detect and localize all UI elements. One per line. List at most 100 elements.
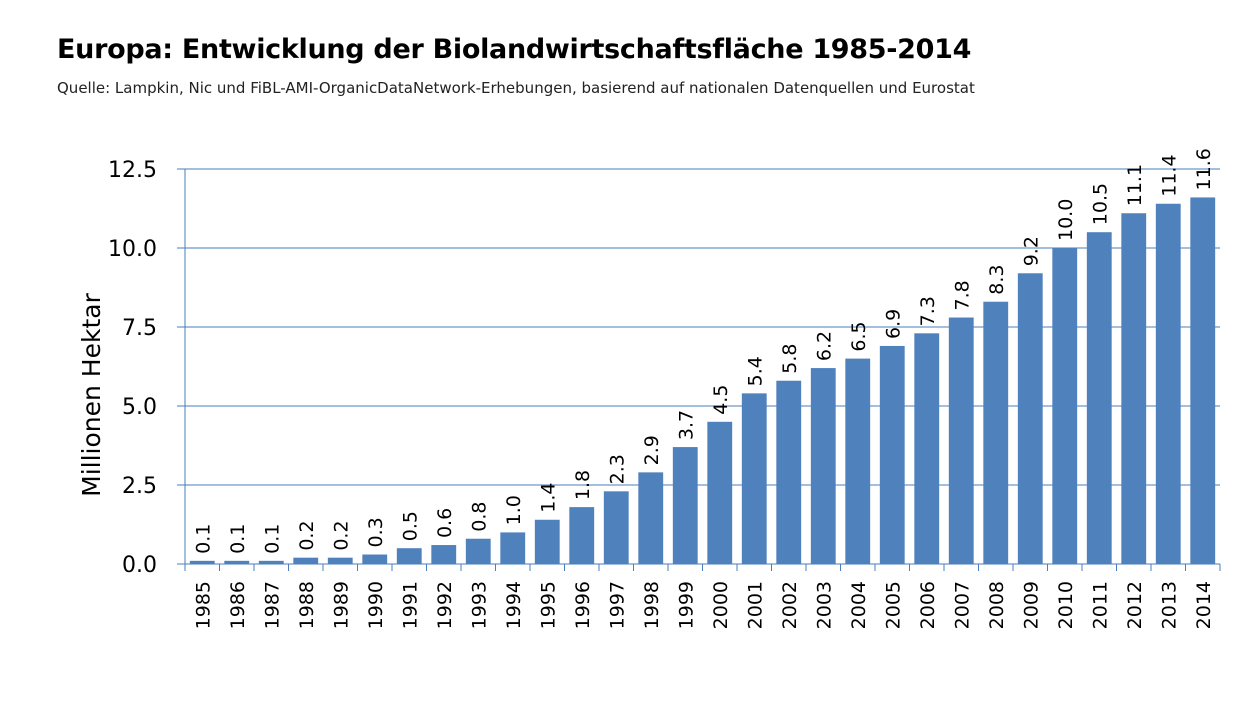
bar-2013 bbox=[1155, 203, 1181, 564]
data-label: 0.2 bbox=[296, 520, 318, 550]
data-label: 9.2 bbox=[1020, 236, 1042, 266]
bar-1989 bbox=[327, 557, 353, 564]
data-label: 10.0 bbox=[1055, 199, 1077, 241]
x-tick-label: 2002 bbox=[779, 581, 801, 629]
data-label: 6.5 bbox=[848, 321, 870, 351]
x-tick-labels: 1985 1986 1987 1988 1989 1990 1991 1992 1993 1994… bbox=[192, 581, 1215, 629]
data-label: 7.3 bbox=[917, 296, 939, 326]
y-tick-label: 0.0 bbox=[122, 553, 157, 578]
data-label: 0.1 bbox=[227, 524, 249, 554]
x-tick-label: 2014 bbox=[1193, 581, 1215, 629]
bar-2007 bbox=[948, 317, 974, 564]
bar-2004 bbox=[845, 358, 871, 564]
data-label: 0.6 bbox=[434, 508, 456, 538]
x-tick-label: 1992 bbox=[434, 581, 456, 629]
gridlines bbox=[177, 168, 1220, 565]
bar-2010 bbox=[1052, 248, 1078, 564]
x-tick-label: 2007 bbox=[951, 581, 973, 629]
x-tick-label: 1996 bbox=[572, 581, 594, 629]
data-label: 11.4 bbox=[1158, 154, 1180, 196]
x-tick-label: 1995 bbox=[537, 581, 559, 629]
bar-2005 bbox=[879, 345, 905, 564]
data-label: 0.5 bbox=[399, 511, 421, 541]
bar-1985 bbox=[189, 560, 215, 564]
bar-2014 bbox=[1190, 197, 1216, 564]
x-tick-label: 2003 bbox=[813, 581, 835, 629]
data-label: 7.8 bbox=[951, 280, 973, 310]
data-label: 1.8 bbox=[572, 470, 594, 500]
chart-title: Europa: Entwicklung der Biolandwirtschaf… bbox=[57, 34, 972, 65]
bar-1992 bbox=[431, 545, 457, 564]
data-label: 5.8 bbox=[779, 344, 801, 374]
x-tick-label: 1997 bbox=[606, 581, 628, 629]
y-tick-label: 2.5 bbox=[122, 474, 157, 499]
data-label: 6.9 bbox=[882, 309, 904, 339]
bar-1991 bbox=[396, 548, 422, 564]
data-label: 5.4 bbox=[744, 356, 766, 386]
x-tick-label: 2010 bbox=[1055, 581, 1077, 629]
bar-1995 bbox=[534, 519, 560, 564]
x-tick-label: 2006 bbox=[917, 581, 939, 629]
x-tick-label: 2012 bbox=[1124, 581, 1146, 629]
x-tick-label: 2001 bbox=[744, 581, 766, 629]
data-labels: 0.1 0.1 0.1 0.2 0.2 0.3 0.5 0.6 0.8 1.0 1.4 1.8 2.3 2… bbox=[192, 148, 1215, 554]
data-label: 11.1 bbox=[1124, 164, 1146, 206]
data-label: 1.0 bbox=[503, 495, 525, 525]
bar-1990 bbox=[362, 554, 388, 564]
x-tick-label: 2000 bbox=[710, 581, 732, 629]
bar-2006 bbox=[914, 333, 940, 564]
y-axis-label: Millionen Hektar bbox=[77, 292, 106, 496]
bar-2009 bbox=[1017, 273, 1043, 564]
data-label: 0.1 bbox=[261, 524, 283, 554]
x-tick-label: 1998 bbox=[641, 581, 663, 629]
data-label: 2.9 bbox=[641, 435, 663, 465]
bar-2003 bbox=[810, 368, 836, 564]
bar-2002 bbox=[776, 380, 802, 564]
bar-1996 bbox=[569, 507, 595, 564]
x-tick-label: 1985 bbox=[192, 581, 214, 629]
y-tick-label: 12.5 bbox=[108, 158, 157, 183]
x-tick-label: 1993 bbox=[468, 581, 490, 629]
x-tick-label: 2009 bbox=[1020, 581, 1042, 629]
bar-1994 bbox=[500, 532, 526, 564]
x-tick-label: 1988 bbox=[296, 581, 318, 629]
data-label: 1.4 bbox=[537, 483, 559, 513]
data-label: 8.3 bbox=[986, 265, 1008, 295]
x-tick-label: 1987 bbox=[261, 581, 283, 629]
bar-1987 bbox=[258, 560, 284, 564]
bar-1998 bbox=[638, 472, 664, 564]
data-label: 0.8 bbox=[468, 502, 490, 532]
x-tick-label: 2004 bbox=[848, 581, 870, 629]
bar-1999 bbox=[672, 447, 698, 564]
bar-2012 bbox=[1121, 213, 1147, 565]
x-tick-label: 1986 bbox=[227, 581, 249, 629]
bar-1988 bbox=[293, 557, 319, 564]
x-tick-label: 1991 bbox=[399, 581, 421, 629]
bar-1993 bbox=[465, 538, 491, 564]
bars bbox=[189, 197, 1216, 565]
data-label: 11.6 bbox=[1193, 148, 1215, 190]
y-tick-labels: 0.0 2.5 5.0 7.5 10.0 12.5 bbox=[108, 158, 157, 578]
bar-2000 bbox=[707, 421, 733, 564]
x-tick-label: 1999 bbox=[675, 581, 697, 629]
data-label: 3.7 bbox=[675, 410, 697, 440]
x-tick-label: 1994 bbox=[503, 581, 525, 629]
data-label: 10.5 bbox=[1089, 183, 1111, 225]
bar-2008 bbox=[983, 301, 1009, 564]
bar-1997 bbox=[603, 491, 629, 564]
axes bbox=[184, 169, 1221, 571]
x-tick-label: 2011 bbox=[1089, 581, 1111, 629]
bar-1986 bbox=[224, 560, 250, 564]
x-tick-label: 1990 bbox=[365, 581, 387, 629]
data-label: 2.3 bbox=[606, 454, 628, 484]
bar-2001 bbox=[741, 393, 767, 564]
x-tick-label: 2008 bbox=[986, 581, 1008, 629]
data-label: 0.1 bbox=[192, 524, 214, 554]
y-tick-label: 10.0 bbox=[108, 237, 157, 262]
data-label: 6.2 bbox=[813, 331, 835, 361]
y-tick-label: 5.0 bbox=[122, 395, 157, 420]
bar-2011 bbox=[1086, 232, 1112, 564]
x-tick-label: 1989 bbox=[330, 581, 352, 629]
y-tick-label: 7.5 bbox=[122, 316, 157, 341]
